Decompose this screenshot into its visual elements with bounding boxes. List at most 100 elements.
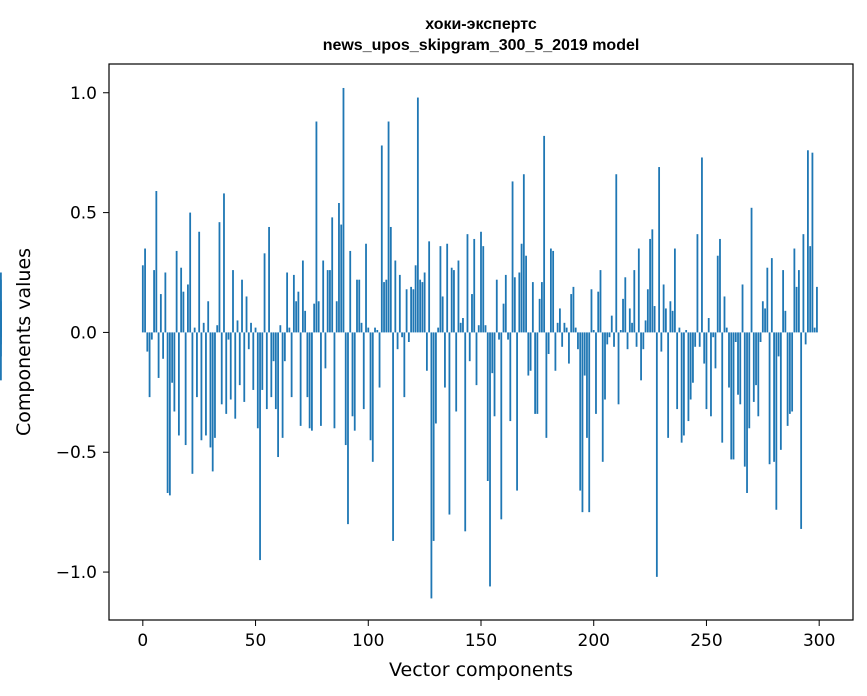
bar (748, 332, 751, 429)
chart-subtitle: news_upos_skipgram_300_5_2019 model (323, 37, 640, 54)
bar (182, 291, 185, 333)
bar (536, 332, 539, 414)
bar (676, 332, 679, 410)
bar (234, 332, 237, 419)
bar (730, 332, 733, 460)
bar (556, 322, 559, 333)
bar (223, 193, 225, 333)
bar (687, 332, 690, 422)
bar (475, 332, 478, 386)
bar (308, 332, 311, 429)
bar (642, 332, 645, 350)
bar (207, 301, 210, 333)
bar (635, 332, 638, 347)
bar (678, 327, 681, 333)
bar (340, 224, 343, 333)
bar (588, 332, 591, 513)
bar (166, 332, 169, 493)
bar (466, 234, 469, 333)
bar (689, 332, 692, 400)
bar (534, 332, 537, 414)
bar (592, 330, 595, 333)
bar (148, 332, 151, 398)
bar (335, 301, 338, 333)
bar (268, 226, 270, 333)
bar (471, 294, 473, 333)
bar (549, 248, 552, 333)
bar (728, 332, 730, 388)
bar (419, 279, 422, 333)
bar (444, 332, 446, 388)
bar (800, 332, 803, 529)
bar (448, 332, 451, 515)
bar (144, 248, 146, 333)
bar (374, 327, 376, 333)
x-tick-label: 0 (137, 631, 148, 651)
bar (184, 332, 187, 446)
bar (437, 327, 440, 333)
bar (320, 332, 322, 426)
bar (525, 255, 527, 333)
bar (568, 332, 570, 364)
x-axis-ticks: 0 50 100 150 200 250 300 (137, 620, 835, 651)
bar (761, 301, 764, 333)
bar (644, 320, 647, 333)
bar (680, 332, 683, 443)
x-tick-label: 100 (352, 631, 384, 651)
bar (342, 87, 345, 333)
bar (270, 332, 273, 398)
bar (157, 332, 160, 378)
bar (173, 332, 176, 412)
bar (441, 296, 444, 333)
bar (768, 332, 771, 465)
bar (295, 301, 298, 333)
bar (509, 332, 512, 422)
bar (383, 282, 385, 333)
bar (782, 270, 785, 333)
bar (371, 332, 374, 462)
bar (265, 332, 268, 410)
bar (292, 274, 295, 333)
bar (430, 332, 433, 599)
bar (457, 260, 460, 333)
bar (279, 325, 282, 333)
bar (407, 332, 410, 342)
bar (606, 332, 609, 345)
bar (570, 294, 573, 333)
bar (531, 282, 534, 333)
bar (502, 303, 505, 333)
bar (752, 332, 755, 402)
bar (529, 332, 532, 371)
bar (362, 332, 365, 410)
bar (500, 332, 503, 520)
bar (660, 332, 663, 352)
bar (365, 243, 367, 333)
bar (187, 284, 189, 333)
bar (353, 332, 356, 431)
bar (667, 332, 670, 438)
bar (459, 322, 462, 333)
bar (351, 332, 354, 417)
bar (274, 332, 277, 410)
bar (369, 332, 372, 441)
bar (516, 332, 518, 491)
bar (518, 272, 521, 333)
bar (649, 238, 651, 333)
bar (622, 298, 624, 333)
bar (338, 203, 340, 333)
bar (775, 332, 778, 510)
bar (189, 212, 192, 333)
y-tick-label: −1.0 (56, 563, 97, 583)
bar (746, 332, 748, 493)
bar (547, 332, 550, 354)
bar (439, 246, 442, 333)
bar (401, 332, 403, 338)
bar (757, 332, 760, 417)
bar (669, 301, 672, 333)
bar (306, 332, 309, 398)
bar (590, 289, 593, 333)
bar (653, 306, 656, 333)
bar (428, 241, 431, 333)
bar (238, 332, 241, 386)
